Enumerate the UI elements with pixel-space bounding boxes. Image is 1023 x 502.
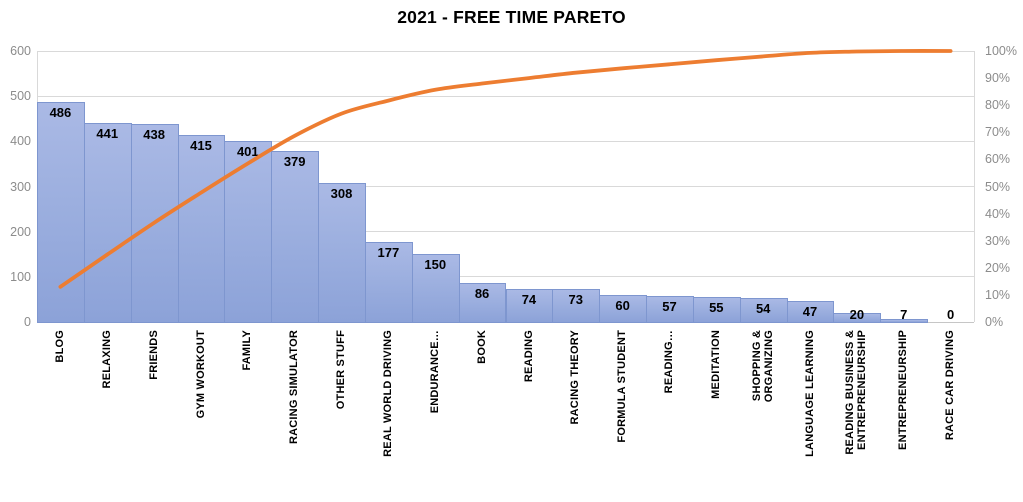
left-axis-tick-label: 300 [10, 179, 31, 194]
category-label: READING [522, 330, 535, 383]
category-label-slot: MEDITATION [693, 330, 740, 500]
plot-border-right [974, 51, 975, 322]
category-label: MEDITATION [710, 330, 723, 399]
bar-shopping-organizing [739, 297, 788, 323]
bar-racing-simulator [271, 150, 320, 323]
category-label-slot: RACING SIMULATOR [271, 330, 318, 500]
bar-value-label: 177 [377, 245, 400, 261]
left-axis-tick-label: 0 [24, 315, 31, 329]
bar-value-label: 7 [900, 307, 908, 322]
right-axis-tick-label: 90% [985, 71, 1011, 86]
bar-meditation [692, 297, 741, 323]
bar-value-label: 150 [424, 257, 447, 273]
bar-value-label: 73 [568, 292, 583, 308]
left-axis-tick-label: 400 [10, 134, 31, 149]
category-label: RELAXING [101, 330, 114, 389]
chart-title: 2021 - FREE TIME PARETO [397, 7, 626, 27]
left-axis-tick-label: 100 [10, 269, 31, 284]
category-label: FAMILY [241, 330, 254, 371]
bar-value-label: 20 [849, 307, 865, 322]
bar-value-label: 379 [283, 153, 306, 169]
bar-reading-business-entrepreneurship [833, 312, 882, 323]
bar-value-label: 55 [709, 300, 724, 316]
category-label: RACE CAR DRIVING [944, 330, 957, 441]
bar-family [224, 140, 273, 323]
category-label: OTHER STUFF [335, 330, 348, 410]
bar-value-label: 0 [946, 307, 955, 322]
category-label-slot: ENTREPRENEURSHIP [880, 330, 927, 500]
category-label-slot: BLOG [37, 330, 84, 500]
bar-value-label: 308 [330, 185, 353, 201]
category-label-slot: FORMULA STUDENT [599, 330, 646, 500]
category-label: RACING THEORY [569, 330, 582, 425]
category-label-slot: LANGUAGE LEARNING [787, 330, 834, 500]
bar-value-label: 401 [236, 143, 259, 159]
bar-entrepreneurship [880, 318, 929, 323]
right-axis-tick-label: 70% [985, 125, 1011, 140]
bar-value-label: 54 [755, 300, 771, 316]
left-axis-tick-label: 500 [10, 89, 31, 104]
category-label-slot: READING… [646, 330, 693, 500]
bar-value-label: 47 [802, 303, 818, 319]
right-axis-tick-label: 10% [985, 287, 1011, 302]
category-label-slot: RELAXING [84, 330, 131, 500]
category-label: ENDURANCE… [429, 330, 442, 414]
right-axis-tick-label: 40% [985, 206, 1011, 221]
category-label: GYM WORKOUT [194, 330, 207, 419]
left-axis-tick-label: 600 [10, 44, 31, 58]
bar-blog [37, 102, 85, 323]
category-label: BLOG [54, 330, 67, 363]
category-label-slot: BOOK [459, 330, 506, 500]
category-label-slot: REAL WORLD DRIVING [365, 330, 412, 500]
right-axis-tick-label: 20% [985, 260, 1011, 275]
category-label-slot: OTHER STUFF [318, 330, 365, 500]
gridline [37, 95, 974, 97]
category-label-slot: RACING THEORY [552, 330, 599, 500]
category-label: SHOPPING & ORGANIZING [751, 330, 776, 403]
bar-friends [130, 124, 179, 323]
category-label: READING… [663, 330, 676, 394]
bar-reading- [646, 296, 694, 323]
category-label-slot: ENDURANCE… [412, 330, 459, 500]
bar-reading [505, 288, 554, 323]
bar-value-label: 57 [662, 299, 677, 315]
bar-language-learning [786, 300, 835, 323]
bar-value-label: 74 [521, 291, 537, 307]
category-label-slot: FRIENDS [131, 330, 178, 500]
category-label-slot: GYM WORKOUT [178, 330, 225, 500]
right-axis-tick-label: 50% [985, 179, 1011, 194]
bar-other-stuff [318, 182, 366, 323]
bar-relaxing [83, 122, 132, 323]
bar-formula-student [599, 294, 648, 323]
bar-value-label: 486 [49, 105, 72, 121]
category-label-slot: SHOPPING & ORGANIZING [740, 330, 787, 500]
bar-value-label: 60 [615, 297, 630, 313]
category-label: ENTREPRENEURSHIP [897, 330, 910, 450]
bar-value-label: 415 [190, 137, 212, 153]
bar-gym-workout [177, 134, 226, 323]
bar-value-label: 438 [143, 127, 165, 143]
category-label: LANGUAGE LEARNING [804, 330, 817, 457]
category-label: FORMULA STUDENT [616, 330, 629, 443]
category-label-slot: READING [506, 330, 553, 500]
right-axis-tick-label: 80% [985, 98, 1011, 113]
right-axis-tick-label: 0% [985, 315, 1004, 329]
right-axis-tick-label: 100% [985, 44, 1017, 58]
category-label-slot: RACE CAR DRIVING [927, 330, 974, 500]
category-label-slot: FAMILY [224, 330, 271, 500]
gridline [37, 50, 974, 52]
right-axis-tick-label: 60% [985, 152, 1011, 167]
right-axis-tick-label: 30% [985, 233, 1011, 248]
category-label: FRIENDS [148, 330, 161, 380]
bar-value-label: 441 [96, 125, 119, 141]
left-axis-tick-label: 200 [10, 224, 31, 239]
category-label: BOOK [476, 330, 489, 364]
category-label: READING BUSINESS & ENTREPRENEURSHIP [844, 330, 869, 455]
bar-value-label: 86 [474, 286, 490, 302]
category-label: RACING SIMULATOR [288, 330, 301, 445]
category-label-slot: READING BUSINESS & ENTREPRENEURSHIP [833, 330, 880, 500]
category-label: REAL WORLD DRIVING [382, 330, 395, 457]
